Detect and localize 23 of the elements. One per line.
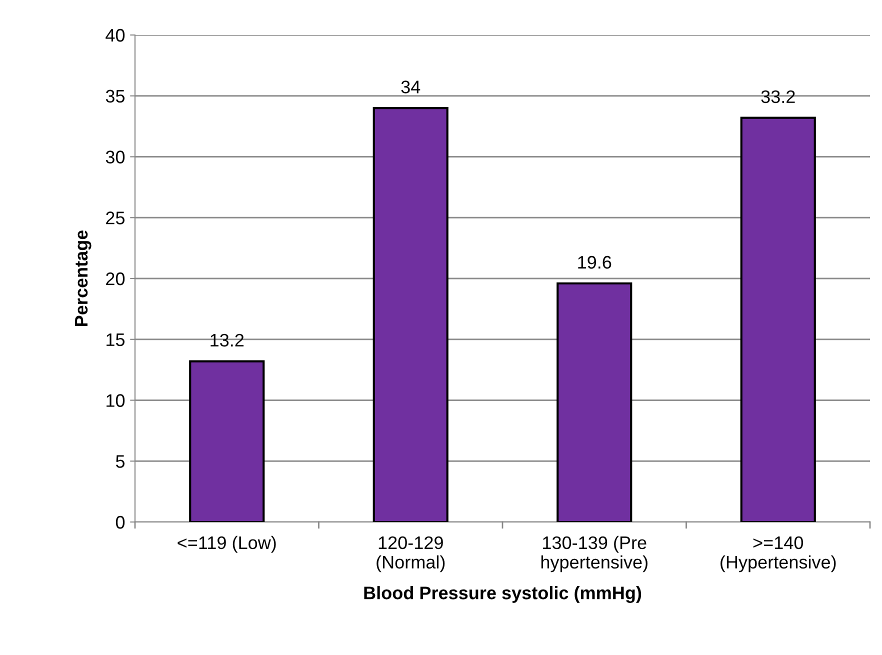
data-label: 19.6 (578, 256, 612, 269)
y-tick-label: 35 (106, 90, 125, 103)
y-tick-label: 40 (106, 28, 125, 42)
y-axis-title: Percentage (75, 230, 92, 326)
x-tick-label: <=119 (Low) (178, 536, 276, 553)
y-tick-label: 5 (116, 455, 125, 468)
bar (189, 360, 265, 522)
bar (556, 282, 632, 522)
y-tick-label: 10 (106, 394, 125, 407)
bar (372, 107, 448, 522)
data-label: 33.2 (761, 90, 795, 104)
data-label: 34 (401, 80, 420, 94)
data-label: 13.2 (210, 334, 244, 347)
y-tick-label: 30 (106, 150, 125, 164)
y-tick-label: 15 (106, 333, 125, 346)
x-tick-label: 130-139 (Pre hypertensive) (541, 536, 648, 572)
x-tick-label: 120-129 (Normal) (376, 536, 445, 572)
x-tick-label: >=140 (Hypertensive) (720, 536, 836, 572)
x-axis-title: Blood Pressure systolic (mmHg) (364, 586, 642, 603)
y-tick-label: 25 (106, 212, 125, 224)
y-tick-label: 20 (106, 272, 125, 286)
bar (740, 116, 816, 522)
y-tick-label: 0 (116, 516, 125, 529)
